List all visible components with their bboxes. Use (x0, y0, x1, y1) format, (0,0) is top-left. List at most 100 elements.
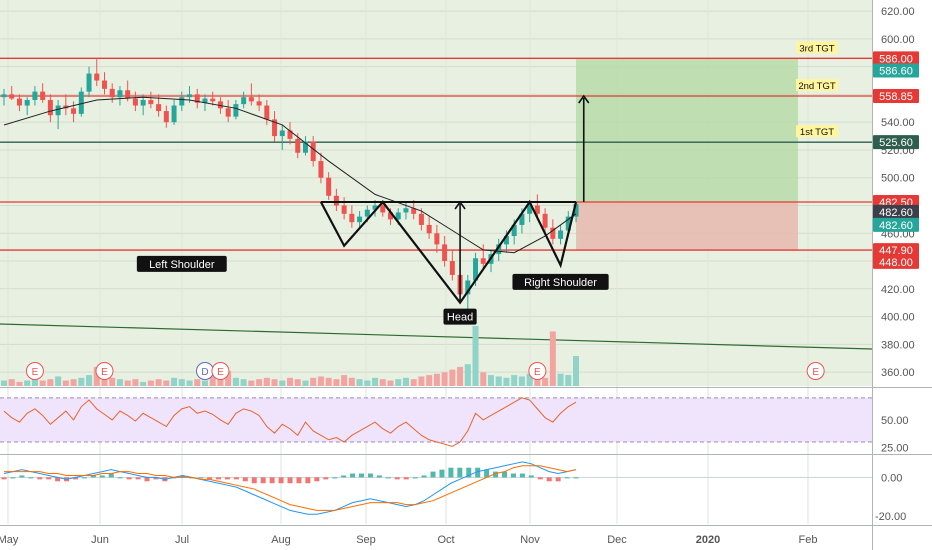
candle-body (225, 108, 231, 117)
event-marker-circle (25, 362, 44, 380)
candle-body (527, 205, 533, 214)
event-marker-label: E (101, 367, 108, 378)
price-badge (873, 89, 919, 104)
volume-bar (364, 380, 371, 386)
volume-bar (418, 376, 425, 386)
candle-body (109, 88, 115, 98)
price-tick-label: 540.00 (881, 117, 915, 129)
macd-histogram-bar (46, 477, 52, 480)
time-tick-label: Nov (520, 534, 540, 546)
volume-bar (140, 381, 147, 386)
volume-bar (333, 379, 340, 386)
candle-body (542, 213, 548, 228)
macd-histogram-bar (359, 473, 365, 478)
volume-bar (472, 326, 479, 386)
volume-bar (372, 377, 379, 386)
candle-body (565, 216, 571, 231)
candle-body (55, 105, 61, 116)
price-badge-label: 447.90 (879, 245, 913, 257)
time-tick-label: May (0, 534, 19, 546)
volume-bar (402, 377, 409, 386)
macd-histogram-bar (314, 477, 320, 482)
macd-histogram-bar (108, 473, 114, 478)
macd-histogram-bar (251, 477, 257, 484)
macd-histogram-bar (510, 473, 516, 478)
candle-body (148, 99, 154, 105)
volume-bar (503, 377, 510, 386)
target-label-text: 1st TGT (800, 127, 834, 138)
candle-body (217, 101, 223, 109)
macd-tick-label: 0.00 (881, 472, 902, 484)
candle-body (449, 261, 455, 275)
target-labels: 3rd TGT 2nd TGT 1st TGT (796, 41, 838, 138)
candle-body (272, 119, 278, 137)
macd-histogram-bar (269, 477, 275, 484)
target-label-box (796, 125, 838, 138)
macd-histogram-bar (537, 477, 543, 480)
time-tick-label: Aug (271, 534, 291, 546)
volume-bar (565, 375, 572, 386)
macd-histogram-bar (117, 477, 123, 479)
macd-histogram-bar (475, 467, 481, 478)
time-tick-label: Jun (91, 534, 109, 546)
candle-body (140, 99, 146, 106)
volume-bar (294, 379, 301, 386)
volume-bar (47, 379, 54, 386)
volume-bar (178, 379, 185, 386)
volume-bar (86, 375, 93, 386)
volume-bar (109, 377, 116, 386)
volume-bars (1, 326, 580, 386)
price-badge-label: 482.60 (879, 220, 913, 232)
macd-histogram-bar (81, 477, 87, 479)
volume-bar (93, 366, 100, 386)
volume-bar (325, 377, 332, 386)
macd-histogram-bar (367, 473, 373, 478)
macd-histogram-bar (519, 473, 525, 478)
macd-histogram-bar (224, 477, 230, 480)
event-marker-label: E (32, 367, 39, 378)
volume-bar (542, 377, 549, 386)
rsi-line (3, 397, 577, 447)
volume-bar (256, 379, 263, 386)
candles (1, 58, 579, 312)
volume-bar (573, 356, 580, 386)
volume-bar (426, 375, 433, 386)
volume-bar (263, 377, 270, 386)
time-axis[interactable]: May Jun Jul Aug Sep Oct Nov Dec 2020 Feb (0, 534, 817, 546)
macd-histogram-bar (296, 477, 302, 484)
candle-body (341, 205, 347, 214)
price-badge-label: 525.60 (879, 137, 913, 149)
candle-body (480, 258, 486, 264)
volume-bar (387, 380, 394, 386)
candle-body (395, 212, 401, 220)
macd-histogram-bar (403, 477, 409, 480)
candle-body (24, 99, 30, 106)
volume-bar (1, 380, 7, 386)
annotation-box (443, 308, 477, 325)
long-trendline (0, 323, 873, 350)
volume-bar (433, 373, 440, 386)
event-marker-circle (95, 362, 114, 380)
candle-body (434, 233, 440, 245)
volume-bar (279, 380, 286, 386)
rsi-indicator (0, 397, 872, 447)
volume-bar (62, 380, 69, 386)
macd-histogram-bar (484, 469, 490, 478)
candle-body (534, 205, 540, 214)
macd-pane-bg (0, 456, 872, 524)
volume-bar (495, 376, 502, 386)
volume-bar (39, 380, 46, 386)
candle-body (117, 90, 123, 98)
volume-bar (248, 380, 255, 386)
candle-body (248, 97, 254, 102)
target-label-text: 2nd TGT (798, 81, 836, 92)
head-measure-arrow-head (454, 200, 466, 210)
macd-histogram-bar (28, 477, 34, 479)
candle-body (388, 212, 393, 220)
candle-body (302, 141, 308, 153)
event-marker-circle (211, 362, 230, 380)
candle-body (132, 98, 138, 106)
volume-bar (310, 377, 317, 386)
volume-bar (526, 373, 533, 386)
